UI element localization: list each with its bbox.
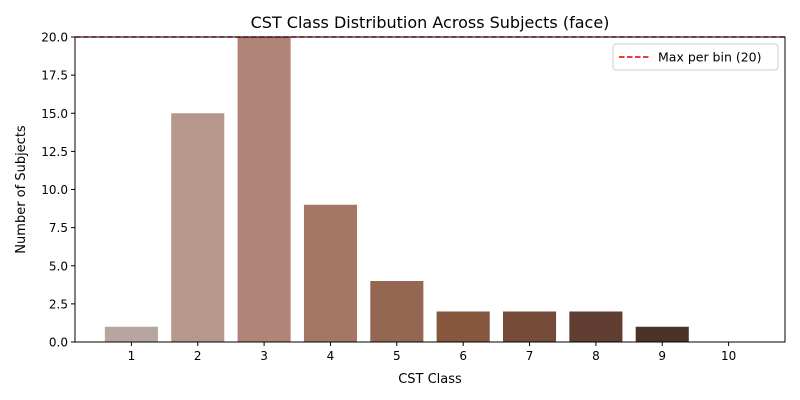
y-tick-label: 7.5 xyxy=(49,221,68,235)
bar-cst-class-1 xyxy=(104,326,158,342)
bars-group xyxy=(104,37,689,342)
y-tick-label: 17.5 xyxy=(41,69,68,83)
bar-cst-class-6 xyxy=(436,311,490,342)
bar-cst-class-3 xyxy=(237,37,291,342)
x-tick-label: 5 xyxy=(393,349,401,363)
y-tick-label: 5.0 xyxy=(49,259,68,273)
x-tick-label: 9 xyxy=(658,349,666,363)
legend: Max per bin (20) xyxy=(612,43,779,71)
x-tick-label: 2 xyxy=(194,349,202,363)
x-tick-label: 6 xyxy=(459,349,467,363)
y-tick-label: 10.0 xyxy=(41,183,68,197)
y-tick-label: 20.0 xyxy=(41,31,68,45)
y-axis: 0.0 2.5 5.0 7.5 10.0 12.5 15.0 17.5 20.0 xyxy=(41,31,75,350)
bar-cst-class-4 xyxy=(303,204,358,342)
y-axis-label: Number of Subjects xyxy=(14,125,29,254)
chart-title: CST Class Distribution Across Subjects (… xyxy=(251,13,610,32)
bar-cst-class-7 xyxy=(502,311,557,342)
x-axis-label: CST Class xyxy=(398,372,462,387)
x-tick-label: 3 xyxy=(260,349,268,363)
y-tick-label: 2.5 xyxy=(49,297,68,311)
x-tick-label: 1 xyxy=(128,349,136,363)
legend-label: Max per bin (20) xyxy=(658,50,762,65)
y-tick-label: 12.5 xyxy=(41,145,68,159)
legend-box xyxy=(612,43,779,71)
bar-cst-class-8 xyxy=(569,311,623,342)
x-tick-label: 8 xyxy=(592,349,600,363)
y-tick-label: 0.0 xyxy=(49,336,68,350)
bar-cst-class-5 xyxy=(370,281,424,342)
bar-cst-class-2 xyxy=(171,113,225,342)
x-tick-label: 4 xyxy=(327,349,335,363)
bar-cst-class-9 xyxy=(635,326,689,342)
y-tick-label: 15.0 xyxy=(41,107,68,121)
x-tick-label: 10 xyxy=(721,349,736,363)
x-axis: 1 2 3 4 5 6 7 8 9 10 xyxy=(128,342,736,363)
x-tick-label: 7 xyxy=(526,349,534,363)
